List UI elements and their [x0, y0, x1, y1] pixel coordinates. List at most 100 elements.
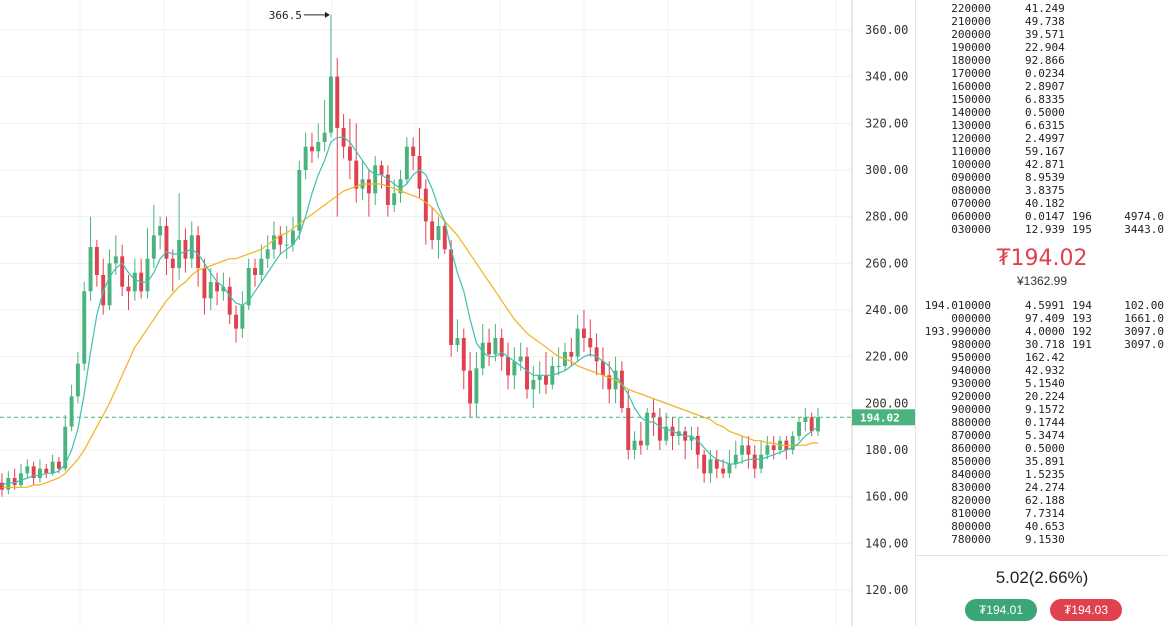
candle-up[interactable] — [531, 380, 536, 390]
candle-up[interactable] — [158, 226, 163, 236]
ask-row[interactable]: 190000 22.904 — [916, 41, 1167, 54]
candle-up[interactable] — [246, 268, 251, 306]
ask-row[interactable]: 070000 40.182 — [916, 197, 1167, 210]
candle-up[interactable] — [69, 396, 74, 427]
candle-up[interactable] — [37, 468, 42, 478]
candle-up[interactable] — [19, 473, 23, 485]
candle-down[interactable] — [44, 468, 49, 474]
candle-up[interactable] — [63, 426, 68, 469]
candle-down[interactable] — [506, 356, 511, 376]
candle-up[interactable] — [221, 286, 226, 292]
candle-up[interactable] — [113, 256, 118, 264]
candle-down[interactable] — [278, 235, 283, 245]
bid-row[interactable]: 920000 20.224 — [916, 390, 1167, 403]
candle-down[interactable] — [309, 146, 314, 152]
candle-down[interactable] — [234, 314, 239, 329]
bid-row[interactable]: 194.010000 4.5991 194 102.00 — [916, 299, 1167, 312]
candle-up[interactable] — [25, 466, 30, 474]
candle-down[interactable] — [215, 282, 220, 292]
candle-down[interactable] — [651, 412, 656, 418]
candle-down[interactable] — [183, 240, 188, 259]
candle-up[interactable] — [392, 193, 397, 205]
candle-up[interactable] — [537, 375, 542, 380]
candle-down[interactable] — [170, 258, 175, 268]
ask-row[interactable]: 220000 41.249 — [916, 2, 1167, 15]
candle-down[interactable] — [594, 347, 599, 362]
candle-down[interactable] — [31, 466, 36, 478]
candle-down[interactable] — [695, 436, 700, 455]
candle-up[interactable] — [493, 338, 498, 355]
candle-up[interactable] — [145, 258, 150, 292]
candle-down[interactable] — [379, 165, 384, 175]
candle-up[interactable] — [645, 412, 650, 446]
candle-down[interactable] — [335, 76, 340, 128]
ask-row[interactable]: 210000 49.738 — [916, 15, 1167, 28]
price-chart[interactable]: 120.00 140.00 160.00 180.00 200.00 220.00 240.… — [0, 0, 915, 626]
candle-up[interactable] — [518, 356, 523, 362]
ask-row[interactable]: 170000 0.0234 — [916, 67, 1167, 80]
candle-up[interactable] — [373, 165, 378, 194]
candle-down[interactable] — [487, 342, 492, 355]
candle-up[interactable] — [151, 235, 156, 259]
candle-up[interactable] — [189, 235, 194, 259]
candle-up[interactable] — [404, 146, 409, 180]
candle-down[interactable] — [449, 249, 454, 345]
candle-up[interactable] — [727, 464, 732, 474]
candle-down[interactable] — [714, 459, 719, 469]
best-ask-button[interactable]: ₮194.03 — [1050, 599, 1122, 621]
candle-down[interactable] — [120, 256, 125, 287]
candle-down[interactable] — [56, 461, 61, 469]
candle-up[interactable] — [803, 417, 808, 422]
candle-up[interactable] — [6, 478, 11, 490]
candle-down[interactable] — [619, 370, 624, 408]
bid-row[interactable]: 940000 42.932 — [916, 364, 1167, 377]
candle-down[interactable] — [544, 375, 548, 385]
candle-down[interactable] — [411, 146, 416, 156]
candle-down[interactable] — [164, 226, 169, 259]
candle-up[interactable] — [765, 445, 770, 455]
candle-down[interactable] — [771, 445, 776, 450]
candle-up[interactable] — [480, 342, 485, 369]
candle-up[interactable] — [398, 179, 403, 194]
bid-row[interactable]: 193.990000 4.0000 192 3097.0 — [916, 325, 1167, 338]
ask-row[interactable]: 160000 2.8907 — [916, 80, 1167, 93]
candle-up[interactable] — [265, 249, 270, 259]
candle-down[interactable] — [746, 445, 751, 455]
candle-down[interactable] — [366, 179, 371, 194]
candle-down[interactable] — [417, 156, 422, 189]
candle-down[interactable] — [253, 268, 257, 275]
candle-up[interactable] — [272, 235, 276, 250]
candle-down[interactable] — [809, 417, 814, 432]
candle-down[interactable] — [721, 468, 726, 474]
candle-up[interactable] — [284, 244, 289, 246]
candle-down[interactable] — [600, 361, 605, 376]
bid-row[interactable]: 980000 30.718 191 3097.0 — [916, 338, 1167, 351]
ask-row[interactable]: 060000 0.0147 196 4974.0 — [916, 210, 1167, 223]
bid-row[interactable]: 820000 62.188 — [916, 494, 1167, 507]
candle-up[interactable] — [75, 363, 80, 397]
candle-down[interactable] — [196, 235, 201, 268]
ask-row[interactable]: 130000 6.6315 — [916, 119, 1167, 132]
ask-row[interactable]: 110000 59.167 — [916, 145, 1167, 158]
candle-down[interactable] — [385, 174, 390, 205]
bid-row[interactable]: 870000 5.3474 — [916, 429, 1167, 442]
candle-down[interactable] — [0, 482, 4, 490]
bid-row[interactable]: 810000 7.7314 — [916, 507, 1167, 520]
candle-up[interactable] — [556, 366, 561, 367]
candle-up[interactable] — [740, 445, 745, 455]
candlestick-chart-svg[interactable]: 120.00 140.00 160.00 180.00 200.00 220.00 240.… — [0, 0, 915, 626]
ask-row[interactable]: 100000 42.871 — [916, 158, 1167, 171]
bid-row[interactable]: 850000 35.891 — [916, 455, 1167, 468]
bid-row[interactable]: 880000 0.1744 — [916, 416, 1167, 429]
ask-row[interactable]: 200000 39.571 — [916, 28, 1167, 41]
candle-up[interactable] — [664, 426, 669, 441]
candle-down[interactable] — [499, 338, 504, 357]
candle-down[interactable] — [94, 247, 99, 275]
candle-down[interactable] — [202, 268, 207, 299]
candle-down[interactable] — [607, 375, 612, 390]
candle-up[interactable] — [259, 258, 264, 275]
bid-row[interactable]: 930000 5.1540 — [916, 377, 1167, 390]
candle-down[interactable] — [430, 221, 435, 240]
candle-up[interactable] — [512, 361, 517, 376]
candle-up[interactable] — [759, 454, 764, 469]
